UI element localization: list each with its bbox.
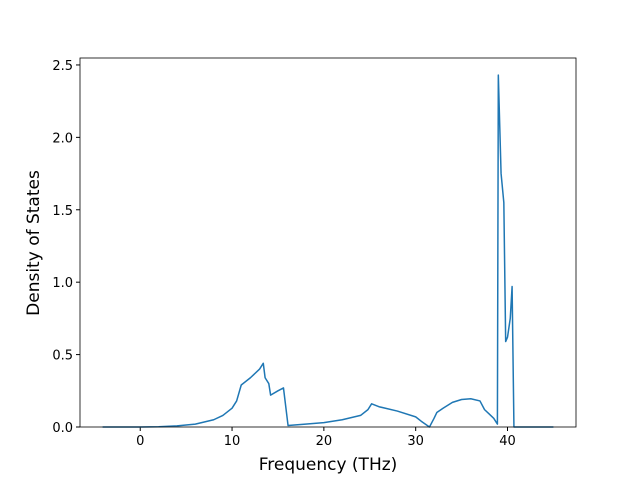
y-axis-label: Density of States [24, 170, 44, 316]
y-tick-label: 1.5 [52, 204, 73, 219]
x-tick-label: 40 [499, 434, 516, 449]
x-tick-label: 10 [224, 434, 241, 449]
y-tick-label: 2.0 [52, 131, 73, 146]
y-tick-label: 1.0 [52, 276, 73, 291]
plot-frame [79, 57, 577, 428]
dos-line [102, 74, 554, 428]
x-tick-label: 30 [407, 434, 424, 449]
x-tick-label: 0 [136, 434, 144, 449]
y-tick-label: 0.5 [52, 349, 73, 364]
y-tick-label: 0.0 [52, 421, 73, 436]
y-tick-label: 2.5 [52, 59, 73, 74]
x-tick-label: 20 [316, 434, 333, 449]
x-axis-label: Frequency (THz) [259, 455, 398, 475]
